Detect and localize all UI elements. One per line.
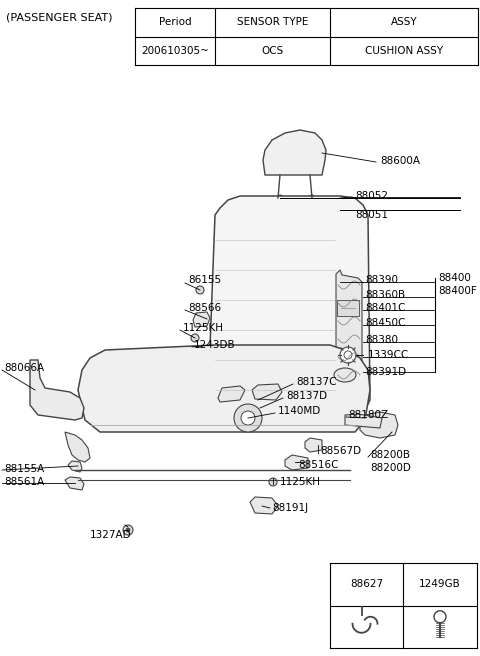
Circle shape [340, 347, 356, 363]
Text: 88137C: 88137C [296, 377, 336, 387]
Text: 88180Z: 88180Z [348, 410, 388, 420]
Text: 86155: 86155 [188, 275, 221, 285]
Polygon shape [218, 386, 245, 402]
Text: 88360B: 88360B [365, 290, 405, 300]
Circle shape [309, 195, 315, 201]
Ellipse shape [334, 368, 356, 382]
Text: 88400: 88400 [438, 273, 471, 283]
Bar [337, 300, 359, 316]
Polygon shape [65, 432, 90, 462]
Text: 88566: 88566 [188, 303, 221, 313]
Text: 88400F: 88400F [438, 286, 477, 296]
Circle shape [234, 404, 262, 432]
Polygon shape [68, 461, 82, 472]
Text: 1243DB: 1243DB [194, 340, 236, 350]
Polygon shape [305, 438, 322, 452]
Text: 88066A: 88066A [4, 363, 44, 373]
Polygon shape [193, 312, 210, 327]
Text: 200610305~: 200610305~ [141, 45, 209, 56]
Polygon shape [252, 384, 282, 400]
Text: Period: Period [159, 17, 192, 27]
Polygon shape [345, 414, 382, 428]
Circle shape [126, 528, 130, 532]
Circle shape [191, 334, 199, 342]
Polygon shape [208, 196, 370, 418]
Polygon shape [65, 477, 84, 490]
Circle shape [196, 286, 204, 294]
Text: 88401C: 88401C [365, 303, 406, 313]
Text: 88137D: 88137D [286, 391, 327, 401]
Text: 1327AD: 1327AD [90, 530, 132, 540]
Text: CUSHION ASSY: CUSHION ASSY [365, 45, 443, 56]
Text: 88561A: 88561A [4, 477, 44, 487]
Circle shape [241, 411, 255, 425]
Circle shape [277, 195, 283, 201]
Text: 1125KH: 1125KH [280, 477, 321, 487]
Text: (PASSENGER SEAT): (PASSENGER SEAT) [6, 12, 112, 22]
Text: 88200D: 88200D [370, 463, 411, 473]
Polygon shape [250, 497, 278, 514]
Text: 88516C: 88516C [298, 460, 338, 470]
Text: 1249GB: 1249GB [419, 579, 461, 589]
Polygon shape [78, 345, 370, 432]
Text: 88627: 88627 [350, 579, 383, 589]
Text: 88380: 88380 [365, 335, 398, 345]
Text: 1125KH: 1125KH [183, 323, 224, 333]
Circle shape [269, 478, 277, 486]
Text: ASSY: ASSY [391, 17, 417, 27]
Text: 88567D: 88567D [320, 446, 361, 456]
Text: 88191J: 88191J [272, 503, 308, 513]
Circle shape [344, 351, 352, 359]
Polygon shape [336, 270, 362, 398]
Text: 88200B: 88200B [370, 450, 410, 460]
Text: 1140MD: 1140MD [278, 406, 321, 416]
Polygon shape [360, 412, 398, 438]
Text: SENSOR TYPE: SENSOR TYPE [237, 17, 308, 27]
Text: 88052: 88052 [355, 191, 388, 201]
Text: 1339CC: 1339CC [368, 350, 409, 360]
Circle shape [123, 525, 133, 535]
Text: 88155A: 88155A [4, 464, 44, 474]
Text: 88391D: 88391D [365, 367, 406, 377]
Text: 88450C: 88450C [365, 318, 406, 328]
Text: 88390: 88390 [365, 275, 398, 285]
Polygon shape [263, 130, 326, 175]
Polygon shape [285, 455, 308, 470]
Text: 88600A: 88600A [380, 156, 420, 166]
Text: 88051: 88051 [355, 210, 388, 220]
Text: OCS: OCS [262, 45, 284, 56]
Polygon shape [30, 360, 84, 420]
